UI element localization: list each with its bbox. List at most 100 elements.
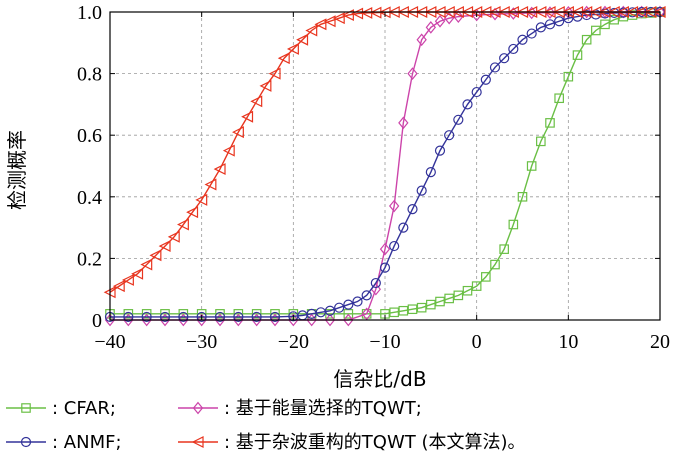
- data-point: [434, 14, 446, 28]
- data-point: [196, 313, 207, 327]
- y-tick-label: 0.6: [77, 125, 102, 147]
- legend-label: : CFAR;: [52, 398, 116, 419]
- data-point: [508, 219, 519, 230]
- data-point: [123, 313, 134, 327]
- x-axis-label: 信杂比/dB: [333, 367, 426, 391]
- data-point: [517, 34, 528, 45]
- data-point: [398, 305, 409, 316]
- data-point: [178, 309, 189, 319]
- data-point: [149, 249, 162, 262]
- data-point: [489, 62, 501, 73]
- data-point: [407, 67, 418, 80]
- data-point: [213, 163, 226, 176]
- plot-frame: [109, 11, 661, 321]
- y-tick-label: 0.8: [77, 64, 102, 86]
- data-point: [499, 53, 510, 64]
- x-tick-label: −10: [369, 331, 400, 353]
- data-point: [141, 309, 152, 319]
- data-point: [609, 14, 619, 25]
- legend-marker: [191, 436, 204, 448]
- data-point: [233, 311, 244, 323]
- data-point: [508, 43, 519, 55]
- data-point: [123, 311, 134, 323]
- data-point: [131, 267, 144, 280]
- data-point: [343, 299, 354, 310]
- data-point: [407, 304, 418, 315]
- data-point: [389, 240, 400, 252]
- data-point: [259, 79, 272, 92]
- data-point: [416, 302, 427, 313]
- data-point: [159, 311, 171, 323]
- data-point: [444, 293, 454, 304]
- data-point: [343, 313, 354, 327]
- y-tick-label: 0.2: [77, 248, 102, 270]
- legend-entry: : ANMF;: [6, 432, 122, 453]
- data-point: [141, 311, 152, 323]
- data-point: [416, 185, 427, 196]
- data-point: [398, 222, 409, 233]
- data-point: [361, 307, 372, 321]
- data-point: [104, 313, 116, 327]
- data-point: [425, 21, 437, 34]
- data-point: [581, 5, 592, 19]
- data-point: [563, 71, 574, 82]
- data-point: [251, 313, 262, 327]
- y-tick-label: 0: [92, 310, 102, 332]
- series-circle: [104, 6, 666, 323]
- data-point: [159, 313, 171, 327]
- data-point: [425, 167, 436, 178]
- data-point: [233, 309, 244, 319]
- axis-ticks: −40 −30 −20 −10 0 10 20 0 0.2 0.4 0.6 0.8 1.0: [77, 2, 670, 353]
- legend-marker: [21, 403, 31, 413]
- data-point: [140, 258, 153, 271]
- legend: : CFAR; : 基于能量选择的TQWT; : ANMF; : 基于杂波重构的TQW…: [6, 398, 526, 453]
- data-point: [591, 25, 601, 36]
- legend-marker: [20, 436, 32, 448]
- data-point: [434, 145, 446, 156]
- data-point: [462, 99, 473, 110]
- data-point: [160, 309, 170, 319]
- data-point: [444, 130, 455, 141]
- grid: [110, 12, 660, 320]
- data-point: [214, 313, 226, 327]
- x-tick-label: 0: [472, 331, 482, 353]
- data-point: [286, 42, 299, 55]
- data-point: [270, 309, 280, 319]
- legend-label: : 基于能量选择的TQWT;: [224, 398, 422, 419]
- data-point: [379, 242, 391, 256]
- x-tick-label: −30: [186, 331, 217, 353]
- x-tick-label: 10: [558, 331, 578, 353]
- data-point: [481, 272, 491, 282]
- data-point: [241, 110, 254, 123]
- data-point: [222, 144, 235, 157]
- data-point: [158, 240, 171, 253]
- data-point: [471, 86, 482, 98]
- data-point: [167, 230, 180, 243]
- legend-entry: : 基于杂波重构的TQWT (本文算法)。: [178, 432, 526, 453]
- data-point: [388, 199, 400, 213]
- data-point: [453, 114, 464, 125]
- data-point: [215, 309, 225, 319]
- data-point: [544, 19, 556, 30]
- data-point: [277, 52, 290, 65]
- data-point: [379, 262, 391, 273]
- data-point: [332, 12, 345, 25]
- data-point: [581, 34, 592, 45]
- data-point: [178, 313, 189, 327]
- data-point: [453, 10, 464, 23]
- data-point: [196, 311, 207, 323]
- data-point: [306, 313, 317, 327]
- data-point: [490, 259, 500, 270]
- series-line: [110, 11, 660, 321]
- data-point: [251, 309, 262, 319]
- data-point: [121, 273, 134, 286]
- data-point: [536, 136, 546, 147]
- data-point: [231, 126, 244, 139]
- y-tick-label: 0.4: [77, 187, 102, 209]
- data-point: [269, 311, 281, 323]
- data-point: [554, 93, 564, 104]
- data-point: [324, 313, 336, 327]
- data-point: [314, 18, 327, 31]
- data-point: [435, 296, 445, 307]
